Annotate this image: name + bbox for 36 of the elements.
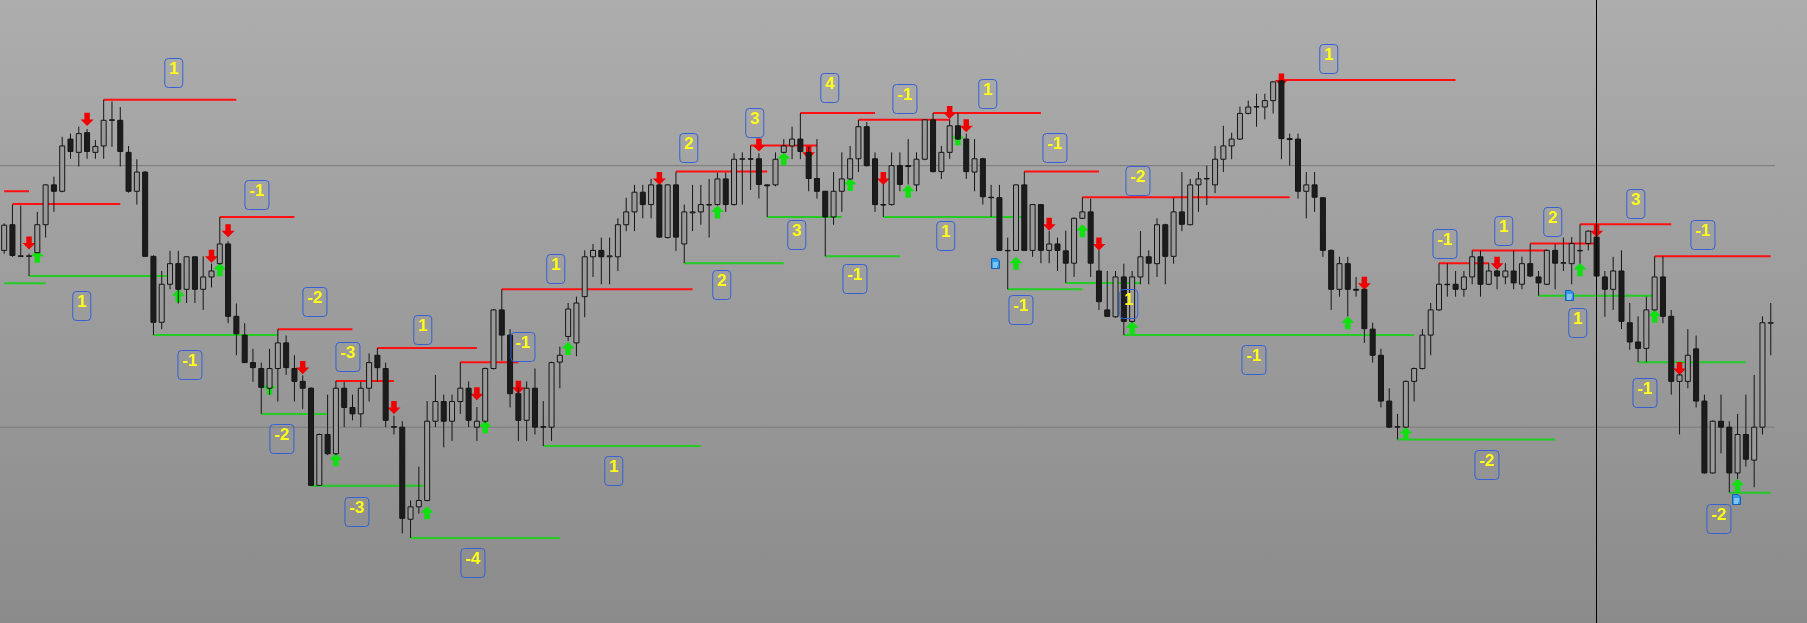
annotation: -1 — [1042, 133, 1068, 163]
annotation: -1 — [1008, 295, 1034, 325]
annotation: 2 — [1543, 207, 1563, 237]
annotation: 1 — [936, 221, 956, 251]
annotation: -1 — [244, 180, 270, 210]
annotation: 1 — [546, 254, 566, 284]
annotation: -3 — [335, 342, 361, 372]
annotation: -1 — [1432, 229, 1458, 259]
annotation: -2 — [1125, 166, 1151, 196]
annotation: 2 — [679, 133, 699, 163]
annotation: 1 — [1568, 308, 1588, 338]
annotation: 1 — [1494, 216, 1514, 246]
annotation: -1 — [842, 264, 868, 294]
annotation: 3 — [745, 108, 765, 138]
annotation: -1 — [510, 332, 536, 362]
annotation: -1 — [892, 84, 918, 114]
annotation: -1 — [1632, 378, 1658, 408]
annotation: 1 — [604, 456, 624, 486]
annotation: -3 — [344, 497, 370, 527]
annotation: -2 — [269, 424, 295, 454]
annotation: 1 — [413, 315, 433, 345]
annotation: 4 — [820, 73, 840, 103]
text: 1 — [164, 58, 184, 88]
annotation: -1 — [1690, 220, 1716, 250]
text: 1 — [1319, 44, 1339, 74]
annotation: -1 — [1241, 345, 1267, 375]
annotation: 1 — [978, 79, 998, 109]
annotation: 3 — [787, 220, 807, 250]
annotation: 1 — [72, 291, 92, 321]
annotation: -1 — [177, 350, 203, 380]
annotation: 3 — [1626, 189, 1646, 219]
annotation: 2 — [712, 270, 732, 300]
annotation: -2 — [1706, 504, 1732, 534]
annotation: -2 — [302, 287, 328, 317]
annotation: -2 — [1474, 450, 1500, 480]
text: -4 — [460, 548, 486, 578]
